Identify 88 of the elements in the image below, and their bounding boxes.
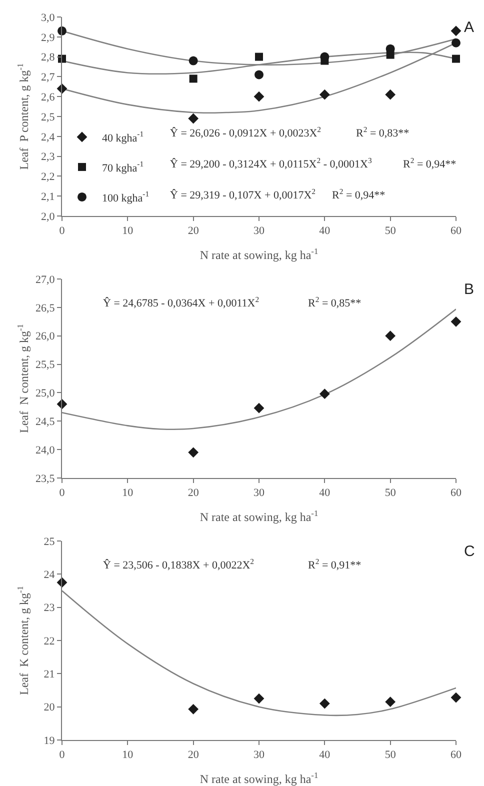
- annotation: R$^{2}$ = 0,94**: [403, 156, 456, 171]
- point: [452, 54, 460, 63]
- annotation: Ŷ = 26,026 - 0,0912X + 0,0023X$^{2}$: [170, 125, 322, 140]
- y-tick-label: 24: [44, 569, 56, 582]
- y-tick-label: 2,3: [41, 151, 56, 164]
- point: [188, 447, 199, 458]
- y-tick-label: 3,0: [41, 12, 56, 24]
- text: C: [464, 543, 475, 560]
- x-tick-label: 10: [122, 749, 134, 762]
- y-tick-label: 2,5: [41, 111, 56, 124]
- y-tick-label: 19: [44, 734, 56, 747]
- point: [450, 692, 462, 703]
- point: [254, 91, 264, 102]
- text: B: [464, 281, 474, 298]
- y-tick-label: 2,2: [41, 171, 55, 184]
- y-tick-label: 21: [44, 668, 55, 681]
- y-tick-label: 2,0: [41, 210, 56, 223]
- legend-label: 100 kgha$^{-1}$: [102, 190, 150, 204]
- point: [188, 704, 199, 714]
- x-axis-title: N rate at sowing, kg ha$^{-1}$: [200, 508, 318, 524]
- x-tick-label: 60: [450, 225, 462, 238]
- point: [319, 89, 330, 100]
- annotation: Ŷ = 23,506 - 0,1838X + 0,0022X$^{2}$: [103, 557, 254, 572]
- y-tick-label: 24,5: [36, 416, 56, 428]
- point: [452, 38, 460, 48]
- annotation: R$^{2}$ = 0,91**: [308, 557, 362, 572]
- y-tick-label: 2,9: [41, 32, 56, 44]
- point: [254, 693, 264, 704]
- x-tick-label: 0: [59, 749, 66, 762]
- point: [188, 56, 198, 66]
- x-tick-label: 50: [384, 225, 396, 238]
- x-tick-label: 30: [254, 487, 265, 500]
- legend-label: 40 kgha$^{-1}$: [102, 130, 144, 144]
- point: [385, 696, 396, 708]
- point: [319, 388, 330, 400]
- x-tick-label: 20: [188, 749, 200, 762]
- text: A: [464, 19, 474, 36]
- annotation: Ŷ = 29,319 - 0,107X + 0,0017X$^{2}$: [170, 187, 316, 202]
- x-tick-label: 60: [450, 487, 462, 500]
- y-tick-label: 22: [44, 635, 55, 648]
- x-tick-label: 0: [59, 487, 66, 500]
- x-tick-label: 50: [384, 749, 396, 762]
- x-tick-label: 60: [450, 749, 462, 762]
- y-tick-label: 27,0: [36, 274, 56, 286]
- x-tick-label: 50: [384, 487, 396, 500]
- point: [450, 316, 462, 327]
- y-tick-label: 25: [44, 536, 56, 548]
- y-tick-label: 25,0: [36, 388, 56, 400]
- annotation: Ŷ = 24,6785 - 0,0364X + 0,0011X$^{2}$: [103, 295, 260, 310]
- x-tick-label: 10: [122, 487, 134, 500]
- annotation: R$^{2}$ = 0,83**: [356, 125, 410, 140]
- x-axis-title: N rate at sowing, kg ha$^{-1}$: [200, 246, 318, 262]
- x-tick-label: 30: [254, 749, 265, 762]
- annotation: Ŷ = 29,200 - 0,3124X + 0,0115X$^{2}$ - 0,0001X$^{3}$: [170, 156, 372, 171]
- point: [450, 26, 462, 36]
- point: [254, 402, 264, 414]
- x-tick-label: 0: [59, 225, 66, 238]
- annotation: R$^{2}$ = 0,94**: [332, 187, 386, 202]
- point: [254, 70, 264, 80]
- x-tick-label: 40: [319, 225, 331, 238]
- x-tick-label: 20: [188, 487, 200, 500]
- y-tick-label: 25,5: [36, 359, 56, 372]
- point: [188, 113, 199, 124]
- y-tick-label: 2,8: [41, 52, 56, 64]
- x-tick-label: 30: [254, 225, 265, 238]
- y-tick-label: 24,0: [36, 444, 56, 456]
- y-tick-label: 2,7: [41, 72, 56, 84]
- point: [386, 50, 394, 59]
- y-tick-label: 23: [44, 602, 56, 614]
- point: [385, 89, 396, 100]
- point: [385, 330, 396, 342]
- x-tick-label: 40: [319, 749, 331, 762]
- legend-label: 70 kgha$^{-1}$: [102, 160, 144, 174]
- y-tick-label: 2,1: [41, 190, 55, 203]
- x-tick-label: 10: [122, 225, 134, 238]
- x-tick-label: 20: [188, 225, 200, 238]
- point: [255, 52, 263, 61]
- y-tick-label: 26,5: [36, 302, 56, 314]
- y-tick-label: 2,6: [41, 91, 56, 104]
- x-tick-label: 40: [319, 487, 331, 500]
- x-axis-title: N rate at sowing, kg ha$^{-1}$: [200, 770, 318, 786]
- point: [189, 74, 198, 83]
- y-tick-label: 20: [44, 702, 56, 714]
- annotation: R$^{2}$ = 0,85**: [308, 295, 362, 310]
- y-tick-label: 2,4: [41, 131, 56, 144]
- point: [319, 698, 330, 709]
- y-tick-label: 26,0: [36, 330, 56, 343]
- y-tick-label: 23,5: [36, 472, 56, 485]
